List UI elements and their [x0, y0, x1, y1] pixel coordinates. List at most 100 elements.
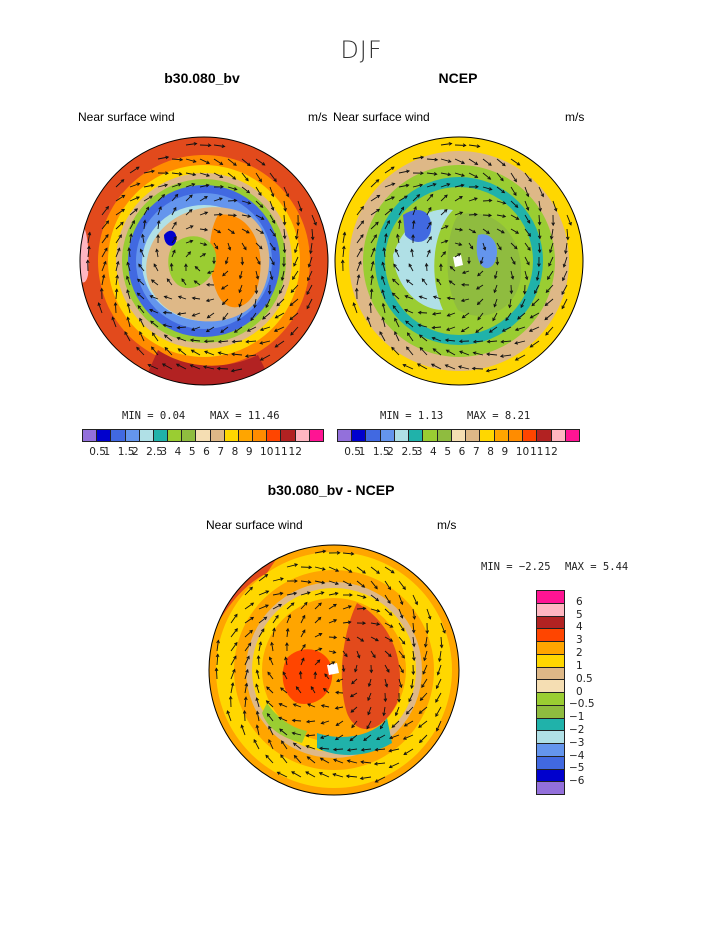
wind-vector-head — [446, 327, 450, 331]
wind-vector — [356, 594, 366, 599]
wind-vector-head — [360, 220, 365, 225]
wind-vector-head — [392, 278, 396, 283]
wind-vector — [520, 298, 526, 308]
wind-vector — [454, 228, 463, 231]
wind-vector — [190, 339, 201, 342]
colorbar-tick-label: 4 — [576, 621, 583, 634]
colorbar-swatch — [210, 430, 225, 441]
wind-vector-head — [346, 759, 351, 763]
wind-vector — [311, 214, 317, 226]
wind-vector-head — [488, 329, 493, 333]
colorbar-tick-label: 3 — [415, 446, 423, 458]
wind-vector-head — [383, 698, 388, 703]
wind-vector-head — [527, 233, 531, 237]
wind-vector — [547, 270, 554, 280]
wind-vector — [370, 289, 373, 300]
wind-vector — [129, 196, 140, 202]
wind-vector-head — [268, 739, 272, 743]
wind-vector-head — [246, 230, 250, 234]
wind-vector-head — [233, 213, 238, 218]
wind-vector-head — [318, 746, 323, 751]
wind-vector-head — [444, 194, 448, 199]
wind-vector-head — [290, 602, 295, 606]
wind-vector-head — [472, 339, 477, 344]
wind-vector-head — [139, 248, 144, 253]
colorbar-swatch — [466, 430, 481, 441]
wind-vector — [384, 650, 392, 657]
wind-vector — [335, 706, 344, 709]
wind-vector-head — [193, 142, 198, 146]
colorbar-swatch — [267, 430, 282, 441]
wind-vector — [324, 673, 330, 680]
wind-vector — [185, 225, 194, 230]
wind-vector-head — [350, 709, 355, 713]
wind-vector — [395, 249, 400, 258]
wind-vector-head — [477, 316, 481, 321]
wind-vector-head — [292, 276, 296, 280]
wind-vector-head — [514, 204, 519, 208]
wind-vector-head — [332, 650, 337, 654]
wind-vector — [384, 220, 390, 230]
wind-vector-head — [321, 567, 326, 571]
wind-vector-head — [290, 331, 294, 336]
colorbar-swatch — [537, 693, 564, 706]
wind-vector-head — [529, 314, 534, 319]
wind-vector-head — [136, 346, 140, 351]
wind-vector-head — [319, 757, 324, 762]
wind-vector-head — [537, 221, 542, 226]
wind-vector-head — [520, 304, 524, 309]
wind-vector — [222, 312, 229, 320]
wind-vector-head — [332, 773, 337, 777]
wind-vector-head — [382, 247, 387, 252]
wind-vector — [494, 270, 498, 279]
wind-vector-head — [192, 159, 197, 163]
wind-vector-head — [526, 261, 530, 266]
wind-vector — [419, 734, 428, 743]
wind-vector — [164, 295, 173, 300]
wind-vector-head — [212, 260, 216, 265]
wind-vector-head — [391, 196, 395, 200]
wind-vector-head — [256, 655, 261, 659]
wind-vector-head — [423, 657, 427, 662]
wind-vector — [148, 364, 159, 370]
wind-vector — [433, 348, 442, 356]
wind-vector-head — [349, 693, 354, 698]
wind-vector-head — [103, 260, 107, 265]
wind-vector-head — [321, 580, 326, 585]
wind-vector-head — [176, 336, 181, 341]
colorbar-swatch — [537, 603, 564, 617]
wind-vector-head — [444, 225, 449, 229]
wind-vector-head — [121, 208, 126, 213]
wind-vector — [342, 605, 352, 610]
wind-vector — [230, 614, 238, 624]
wind-vector — [384, 664, 390, 673]
wind-vector — [199, 253, 206, 258]
wind-vector-head — [439, 263, 443, 268]
wind-vector — [515, 354, 526, 361]
wind-vector — [468, 242, 474, 250]
wind-vector — [384, 233, 387, 244]
wind-vector-head — [206, 314, 211, 319]
wind-vector-head — [270, 206, 275, 211]
wind-vector — [524, 200, 529, 211]
wind-vector-head — [268, 725, 272, 730]
wind-vector-head — [250, 317, 254, 322]
colorbar-tick-label: 7 — [472, 446, 480, 458]
wind-vector-head — [271, 219, 276, 224]
colorbar-swatch — [480, 430, 495, 441]
wind-vector-head — [137, 278, 141, 283]
wind-vector — [524, 172, 532, 182]
wind-vector-head — [190, 349, 195, 353]
wind-vector-head — [306, 305, 310, 310]
wind-vector-head — [259, 341, 264, 345]
wind-vector-head — [335, 690, 339, 695]
wind-vector-head — [354, 287, 359, 292]
wind-vector-head — [244, 354, 249, 358]
wind-vector — [280, 687, 288, 694]
wind-vector — [440, 240, 448, 244]
wind-vector — [283, 242, 286, 253]
wind-vector-head — [310, 236, 315, 241]
wind-vector-head — [362, 621, 367, 625]
wind-vector — [157, 184, 168, 188]
wind-vector — [176, 363, 187, 370]
